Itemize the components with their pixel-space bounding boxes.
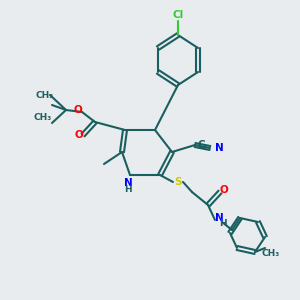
Text: C: C bbox=[197, 140, 205, 150]
Text: N: N bbox=[124, 178, 132, 188]
Text: O: O bbox=[75, 130, 83, 140]
Text: S: S bbox=[174, 177, 182, 187]
Text: O: O bbox=[74, 105, 82, 115]
Text: CH₃: CH₃ bbox=[34, 112, 52, 122]
Text: H: H bbox=[124, 185, 132, 194]
Text: Cl: Cl bbox=[172, 10, 184, 20]
Text: H: H bbox=[219, 220, 227, 229]
Text: N: N bbox=[215, 143, 224, 153]
Text: CH₃: CH₃ bbox=[262, 248, 280, 257]
Text: N: N bbox=[214, 213, 224, 223]
Text: CH₃: CH₃ bbox=[36, 91, 54, 100]
Text: O: O bbox=[220, 185, 228, 195]
